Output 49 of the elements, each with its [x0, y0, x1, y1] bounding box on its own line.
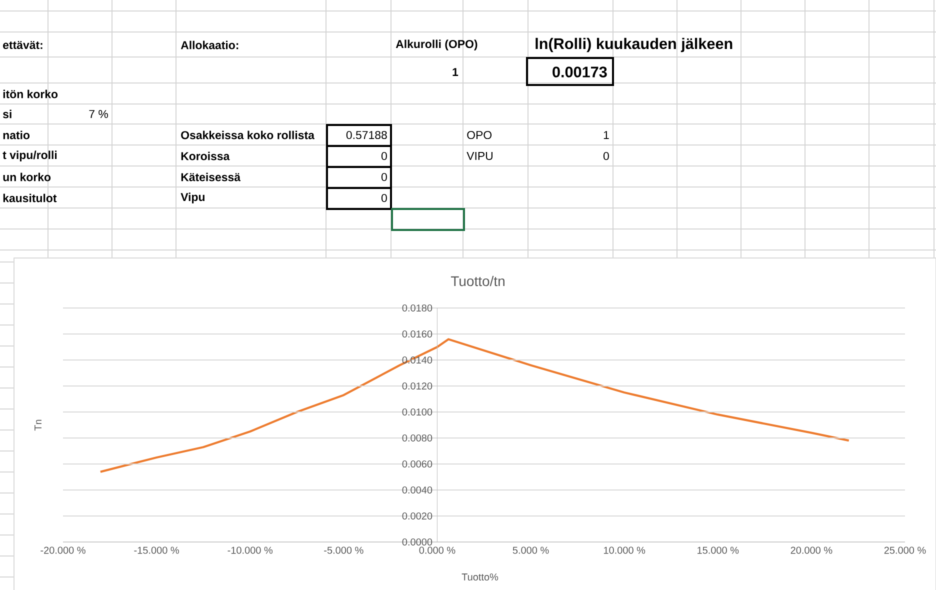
x-tick-label: -15.000 %	[134, 546, 179, 554]
text: ettävät:	[3, 40, 42, 50]
text: VIPU	[466, 152, 492, 160]
text: Vipu	[180, 192, 204, 204]
line-series	[99, 338, 850, 473]
text: OPO	[467, 130, 492, 140]
y-tick-label: 0.0100	[402, 408, 432, 416]
text: Käteisessä	[181, 172, 241, 182]
y-axis-title: Tn	[34, 420, 42, 431]
text: natio	[3, 130, 30, 140]
x-tick-label: -5.000 %	[324, 546, 364, 554]
y-tick-label: 0.0080	[402, 434, 432, 442]
y-tick-label: 0.0160	[402, 330, 432, 338]
text: un korko	[3, 172, 51, 182]
x-tick-label: 0.000 %	[419, 546, 456, 554]
x-tick-label: 10.000 %	[604, 546, 646, 554]
text: 0	[603, 152, 609, 160]
x-tick-label: -10.000 %	[228, 546, 273, 554]
x-tick-label: 15.000 %	[698, 546, 739, 554]
x-tick-label: 25.000 %	[884, 546, 926, 554]
text: kausitulot	[3, 194, 57, 202]
y-tick-label: 0.0140	[402, 356, 432, 364]
y-tick-label: 0.0060	[402, 460, 432, 468]
x-axis-title: Tuotto%	[462, 573, 498, 581]
text: Alkurolli (OPO)	[396, 40, 478, 50]
text: 0	[381, 152, 387, 160]
x-tick-label: 5.000 %	[512, 546, 549, 554]
x-tick-label: 20.000 %	[790, 546, 832, 554]
text: 1	[452, 68, 458, 76]
x-tick-label: -20.000 %	[40, 546, 86, 554]
text: itön korko	[3, 90, 58, 98]
text: 1	[604, 131, 609, 139]
text: 7 %	[89, 110, 108, 118]
y-tick-label: 0.0040	[402, 486, 432, 494]
text: Allokaatio:	[180, 40, 238, 50]
text: 0.00173	[552, 66, 607, 78]
text: Osakkeissa koko rollista	[181, 130, 315, 140]
text: t vipu/rolli	[2, 150, 57, 162]
y-tick-label: 0.0180	[402, 304, 432, 312]
chart-title: Tuotto/tn	[450, 276, 504, 286]
text: 0	[381, 194, 387, 202]
y-tick-label: 0.0020	[402, 512, 432, 520]
text: si	[3, 110, 12, 118]
text: Koroissa	[181, 152, 230, 160]
text: ln(Rolli) kuukauden jälkeen	[536, 38, 732, 52]
y-tick-label: 0.0120	[402, 382, 432, 390]
y-tick-label: 0.0000	[402, 538, 432, 546]
text: 0.57188	[346, 130, 387, 140]
text: 0	[381, 172, 387, 182]
